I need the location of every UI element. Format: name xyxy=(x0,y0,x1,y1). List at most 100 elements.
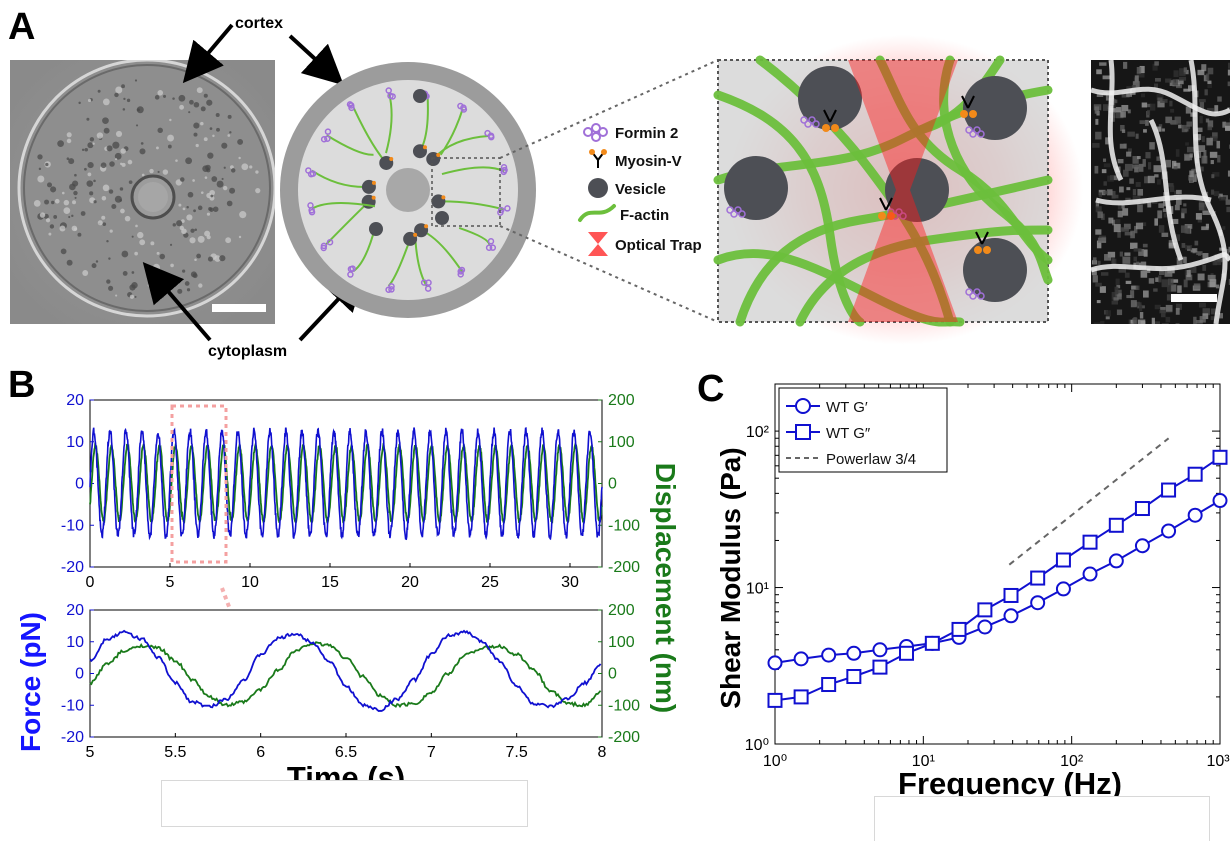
y-tick-label: -100 xyxy=(608,697,640,714)
y-tick-label: -10 xyxy=(61,697,84,714)
g-double-prime-point xyxy=(822,678,835,691)
legend-actin: F-actin xyxy=(620,207,669,224)
g-double-prime-point xyxy=(1005,589,1018,602)
force-axis-title: Force (pN) xyxy=(15,612,46,752)
y-tick-label: 10⁰ xyxy=(745,737,769,754)
g-prime-point xyxy=(1005,609,1018,622)
g-double-prime-point xyxy=(978,603,991,616)
g-double-prime-point xyxy=(953,623,966,636)
g-double-prime-point xyxy=(795,690,808,703)
g-prime-point xyxy=(1031,596,1044,609)
myosin-icon xyxy=(589,149,607,168)
g-prime-point xyxy=(795,652,808,665)
g-double-prime-point xyxy=(847,670,860,683)
g-double-prime-point xyxy=(1057,553,1070,566)
y-tick-label: 10¹ xyxy=(746,581,769,598)
chart-legend: WT G′ WT G″ Powerlaw 3/4 xyxy=(779,388,947,472)
y-tick-label: 10 xyxy=(66,434,84,451)
y-tick-label: 200 xyxy=(608,602,635,619)
legend-g-double-prime: WT G″ xyxy=(826,425,871,442)
y-tick-label: 100 xyxy=(608,434,635,451)
x-tick-label: 10 xyxy=(241,574,259,591)
g-prime-point xyxy=(873,643,886,656)
x-tick-label: 5 xyxy=(86,744,95,761)
y-tick-label: 0 xyxy=(75,476,84,493)
label-cortex: cortex xyxy=(235,15,283,32)
g-prime-point xyxy=(978,620,991,633)
legend-square-marker xyxy=(796,425,810,439)
y-tick-label: 200 xyxy=(608,392,635,409)
y-tick-label: 0 xyxy=(608,666,617,683)
x-tick-label: 8 xyxy=(598,744,607,761)
caption-placeholder-c xyxy=(874,796,1210,841)
x-tick-label: 30 xyxy=(561,574,579,591)
vesicle-icon xyxy=(588,178,608,198)
x-tick-label: 7.5 xyxy=(506,744,528,761)
caption-placeholder-b xyxy=(161,780,528,827)
g-prime-point xyxy=(1189,509,1202,522)
actin-icon xyxy=(580,206,614,220)
legend-formin: Formin 2 xyxy=(615,125,678,142)
y-tick-label: 10² xyxy=(746,424,770,441)
y-tick-label: -20 xyxy=(61,559,84,576)
arrow-cytoplasm-micrograph xyxy=(148,268,210,340)
displacement-axis-title: Displacement (nm) xyxy=(650,463,681,714)
x-tick-label: 10⁰ xyxy=(763,753,787,770)
zoom-inset xyxy=(718,35,1083,345)
g-prime-point xyxy=(1162,524,1175,537)
g-double-prime-point xyxy=(1214,451,1227,464)
legend-vesicle: Vesicle xyxy=(615,181,666,198)
y-tick-label: -200 xyxy=(608,559,640,576)
y-tick-label: -10 xyxy=(61,517,84,534)
x-tick-label: 7 xyxy=(427,744,436,761)
g-double-prime-point xyxy=(1136,502,1149,515)
cell-schematic: cortex cytoplasm Formin 2 xyxy=(0,0,1230,360)
g-prime-point xyxy=(1110,554,1123,567)
g-double-prime-point xyxy=(1162,484,1175,497)
y-tick-label: 100 xyxy=(608,634,635,651)
x-tick-label: 0 xyxy=(86,574,95,591)
g-prime-point xyxy=(822,649,835,662)
y-tick-label: 20 xyxy=(66,602,84,619)
legend-trap: Optical Trap xyxy=(615,237,702,254)
y-tick-label: -200 xyxy=(608,729,640,746)
trap-icon xyxy=(588,232,608,256)
g-double-prime-point xyxy=(1084,536,1097,549)
x-tick-label: 10³ xyxy=(1206,753,1230,770)
g-prime-point xyxy=(769,656,782,669)
g-prime-point xyxy=(1084,568,1097,581)
x-tick-label: 25 xyxy=(481,574,499,591)
x-tick-label: 15 xyxy=(321,574,339,591)
schematic-legend: Formin 2 Myosin-V Vesicle F-actin Optica… xyxy=(580,124,702,256)
legend-powerlaw: Powerlaw 3/4 xyxy=(826,451,916,468)
g-double-prime-point xyxy=(873,661,886,674)
arrow-cortex-schematic xyxy=(290,36,338,80)
y-tick-label: 0 xyxy=(75,666,84,683)
g-double-prime-point xyxy=(1031,572,1044,585)
x-tick-label: 6.5 xyxy=(335,744,357,761)
y-tick-label: 0 xyxy=(608,476,617,493)
formin-icon xyxy=(584,124,607,141)
y-tick-label: -20 xyxy=(61,729,84,746)
legend-circle-marker xyxy=(796,399,810,413)
g-double-prime-point xyxy=(900,647,913,660)
y-tick-label: 10 xyxy=(66,634,84,651)
zoom-line-top xyxy=(500,60,718,158)
legend-myosin: Myosin-V xyxy=(615,153,682,170)
x-tick-label: 6 xyxy=(256,744,265,761)
x-tick-label: 5 xyxy=(166,574,175,591)
arrow-cortex-micrograph xyxy=(188,25,232,77)
g-prime-point xyxy=(847,647,860,660)
y-tick-label: 20 xyxy=(66,392,84,409)
x-tick-label: 20 xyxy=(401,574,419,591)
g-prime-point xyxy=(1136,539,1149,552)
y-tick-label: -100 xyxy=(608,517,640,534)
x-tick-label: 5.5 xyxy=(164,744,186,761)
g-double-prime-point xyxy=(926,637,939,650)
g-prime-point xyxy=(1057,582,1070,595)
g-double-prime-point xyxy=(1189,468,1202,481)
